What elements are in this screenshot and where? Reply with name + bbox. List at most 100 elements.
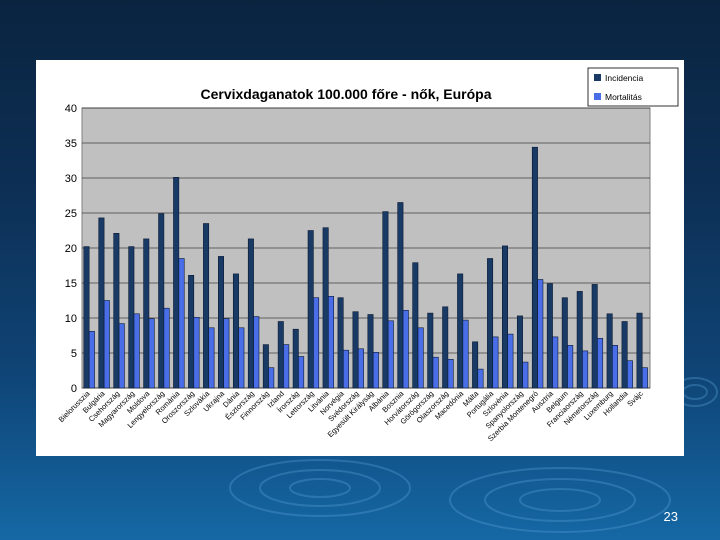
y-tick-label: 30 (65, 173, 77, 185)
bar-mortalitas (597, 337, 604, 389)
x-axis-labels: BielorussziaBulgáriaCsehországMagyarorsz… (57, 388, 645, 443)
bar-mortalitas (88, 330, 95, 389)
bar-mortalitas (163, 307, 170, 389)
bar-mortalitas (507, 333, 514, 389)
bar-mortalitas (537, 279, 544, 389)
y-tick-label: 25 (65, 208, 77, 220)
bar-mortalitas (268, 367, 275, 389)
bar-mortalitas (417, 327, 424, 389)
bar-incidencia (307, 230, 314, 389)
legend-swatch-mortalitas (594, 93, 601, 100)
bar-mortalitas (283, 344, 290, 389)
bar-mortalitas (552, 336, 559, 389)
bar-incidencia (561, 297, 568, 389)
bar-mortalitas (148, 318, 155, 389)
bar-mortalitas (328, 296, 335, 389)
bars (83, 146, 648, 389)
bar-mortalitas (103, 300, 110, 389)
legend: Incidencia Mortalitás (587, 67, 679, 107)
bar-mortalitas (567, 344, 574, 389)
bar-mortalitas (193, 316, 200, 389)
bar-incidencia (412, 262, 419, 389)
bar-mortalitas (626, 360, 633, 389)
bar-incidencia (98, 217, 105, 389)
bar-mortalitas (357, 348, 364, 389)
bar-mortalitas (223, 318, 230, 389)
y-tick-label: 10 (65, 313, 77, 325)
y-axis-ticks: 0 5 10 15 20 25 30 35 40 (65, 103, 77, 395)
bar-incidencia (337, 297, 344, 389)
bar-mortalitas (447, 358, 454, 389)
bar-incidencia (591, 284, 598, 389)
bar-incidencia (218, 256, 225, 389)
bar-mortalitas (477, 368, 484, 389)
bar-incidencia (158, 213, 165, 389)
bar-mortalitas (387, 320, 394, 389)
bar-incidencia (576, 291, 583, 389)
page-number: 23 (663, 509, 678, 524)
bar-mortalitas (641, 367, 648, 389)
y-tick-label: 0 (71, 383, 77, 395)
bar-mortalitas (133, 313, 140, 389)
bar-mortalitas (238, 327, 245, 389)
bar-mortalitas (372, 351, 379, 389)
bar-mortalitas (298, 356, 305, 389)
bar-mortalitas (178, 258, 185, 389)
bar-incidencia (636, 312, 643, 389)
bar-mortalitas (402, 310, 409, 389)
cervix-cancer-chart: Cervixdaganatok 100.000 főre - nők, Euró… (57, 67, 679, 443)
legend-box (587, 67, 679, 107)
bar-incidencia (427, 312, 434, 389)
bar-incidencia (83, 246, 90, 389)
bar-incidencia (262, 344, 269, 389)
bar-incidencia (382, 211, 389, 389)
bar-incidencia (442, 306, 449, 389)
bar-mortalitas (432, 356, 439, 389)
bar-mortalitas (612, 344, 619, 389)
bar-incidencia (322, 227, 329, 389)
bar-mortalitas (582, 350, 589, 389)
bar-incidencia (367, 314, 374, 389)
bar-incidencia (247, 238, 254, 389)
legend-label-mortalitas: Mortalitás (605, 92, 642, 102)
bar-incidencia (352, 311, 359, 389)
bar-incidencia (621, 321, 628, 389)
bar-mortalitas (522, 361, 529, 389)
bar-incidencia (546, 283, 553, 389)
bar-incidencia (516, 315, 523, 389)
chart-title: Cervixdaganatok 100.000 főre - nők, Euró… (201, 86, 492, 102)
bar-mortalitas (462, 319, 469, 389)
chart-panel: Cervixdaganatok 100.000 főre - nők, Euró… (36, 60, 684, 456)
bar-incidencia (143, 238, 150, 389)
bar-incidencia (203, 223, 210, 389)
bar-incidencia (531, 146, 538, 389)
bar-incidencia (232, 273, 239, 389)
bar-mortalitas (208, 327, 215, 389)
y-tick-label: 15 (65, 278, 77, 290)
bar-incidencia (188, 275, 195, 389)
bar-incidencia (292, 328, 299, 389)
legend-label-incidencia: Incidencia (605, 73, 644, 83)
y-tick-label: 40 (65, 103, 77, 115)
bar-incidencia (457, 273, 464, 389)
bar-mortalitas (253, 316, 260, 389)
bar-incidencia (277, 321, 284, 389)
bar-mortalitas (313, 297, 320, 389)
bar-incidencia (606, 313, 613, 389)
y-tick-label: 20 (65, 243, 77, 255)
y-tick-label: 5 (71, 348, 77, 360)
bar-incidencia (472, 341, 479, 389)
bar-mortalitas (492, 336, 499, 389)
bar-incidencia (173, 177, 180, 389)
bar-incidencia (113, 233, 120, 389)
bar-mortalitas (118, 323, 125, 389)
bar-incidencia (502, 245, 509, 389)
bar-incidencia (487, 258, 494, 389)
legend-swatch-incidencia (594, 74, 601, 81)
bar-incidencia (128, 246, 135, 389)
bar-incidencia (397, 202, 404, 389)
x-tick-label: Svájc (625, 389, 645, 409)
bar-mortalitas (342, 349, 349, 389)
y-tick-label: 35 (65, 138, 77, 150)
